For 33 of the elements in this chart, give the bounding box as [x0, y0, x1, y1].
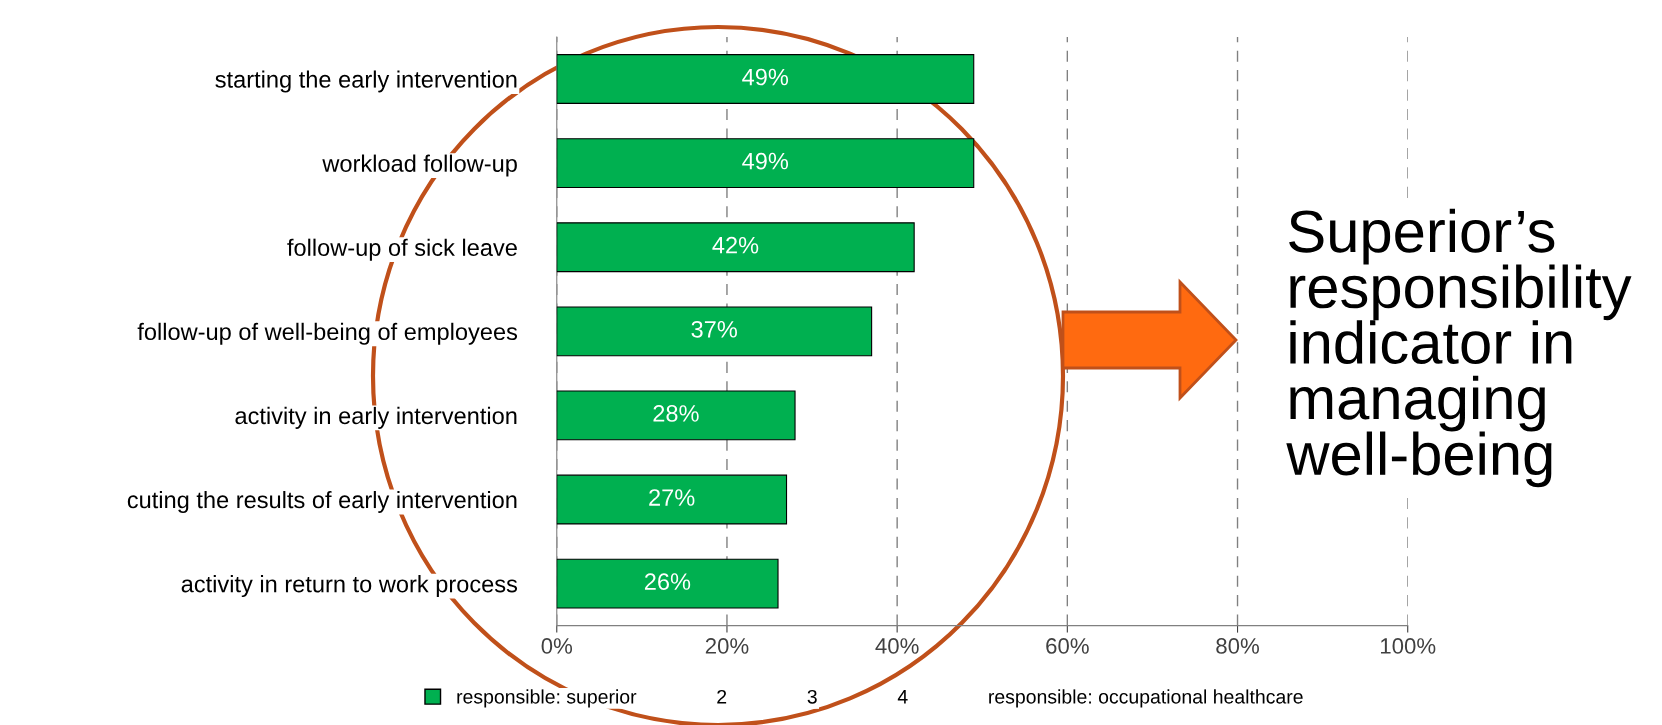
y-tick-label: follow-up of sick leave — [287, 238, 517, 261]
bar — [556, 54, 975, 104]
x-tick-label: 40% — [875, 638, 919, 654]
text: 4 — [897, 690, 908, 704]
text: 27% — [649, 489, 695, 506]
x-tick-label: 0% — [541, 638, 573, 654]
y-tick-label: follow-up of well-being of employees — [137, 322, 518, 345]
text: responsible: occupational healthcare — [989, 689, 1303, 708]
text: 37% — [691, 320, 737, 338]
text: 2 — [717, 689, 727, 704]
y-tick-label: cuting the results of early intervention — [127, 490, 517, 513]
bar — [556, 558, 779, 609]
bar — [556, 222, 915, 273]
y-tick-label: workload follow-up — [322, 154, 517, 177]
legend-label: responsible: superior — [457, 689, 637, 708]
bar — [556, 306, 873, 357]
y-tick-label: starting the early intervention — [215, 70, 517, 93]
bar — [556, 390, 796, 441]
y-tick-label: activity in early intervention — [235, 406, 517, 429]
text: 28% — [653, 405, 699, 422]
text: 49% — [742, 68, 789, 86]
text: 49% — [742, 152, 789, 170]
annotation: Superior’s responsibility indicator in managing well-being — [1286, 208, 1632, 488]
text: 26% — [644, 573, 691, 590]
x-tick-label: 80% — [1216, 638, 1259, 654]
text: 3 — [807, 689, 817, 704]
bar — [556, 138, 975, 189]
bar — [556, 474, 788, 525]
y-tick-label: activity in return to work process — [181, 575, 518, 598]
x-tick-label: 100% — [1380, 638, 1436, 654]
x-tick-label: 60% — [1046, 638, 1089, 654]
x-tick-label: 20% — [705, 638, 749, 654]
text: 42% — [712, 236, 759, 254]
